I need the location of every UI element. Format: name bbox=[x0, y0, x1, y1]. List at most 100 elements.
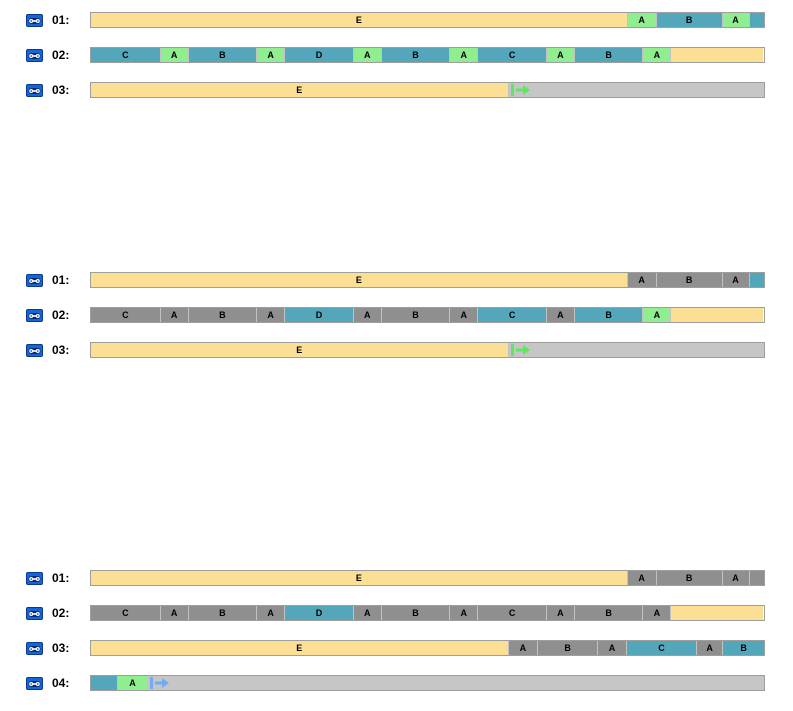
segment-letter: B bbox=[685, 572, 693, 583]
segment-letter: A bbox=[129, 677, 136, 688]
tape-segment-a: A bbox=[642, 48, 671, 62]
tape-cassette-icon bbox=[26, 676, 43, 690]
tape-segment-e: E bbox=[91, 83, 508, 97]
write-position-marker-green bbox=[510, 84, 530, 96]
tape-segment-a: A bbox=[545, 606, 574, 620]
tape-row: 02: C A B A D A B A C A B A bbox=[0, 45, 793, 65]
rotation-state-3: 01: E A B A 02: C A B A D A B A C A B A 03: E A B A C A B 04: A bbox=[0, 568, 793, 708]
segment-letter: C bbox=[658, 642, 665, 653]
segment-letter: A bbox=[653, 49, 661, 60]
tape-segment bbox=[670, 308, 763, 322]
tape-segment-c: C bbox=[477, 308, 546, 322]
tape-segment bbox=[670, 48, 763, 62]
tape-segment-a: A bbox=[159, 606, 188, 620]
tape-segment-free-space bbox=[507, 343, 764, 357]
segment-letter: B bbox=[412, 49, 419, 60]
segment-letter: E bbox=[296, 642, 303, 653]
segment-letter: C bbox=[508, 49, 516, 60]
tape-bar: E bbox=[90, 342, 765, 358]
tape-segment-c: C bbox=[91, 606, 160, 620]
segment-letter: A bbox=[638, 572, 645, 583]
tape-segment-e: E bbox=[91, 343, 508, 357]
rotation-state-2: 01: E A B A 02: C A B A D A B A C A B A 03: E bbox=[0, 270, 793, 375]
tape-segment-a: A bbox=[545, 308, 574, 322]
tape-row: 01: E A B A bbox=[0, 270, 793, 290]
segment-letter: A bbox=[363, 309, 371, 320]
tape-segment-a: A bbox=[507, 641, 538, 655]
tape-segment-a: A bbox=[597, 641, 627, 655]
tape-segment-a: A bbox=[449, 606, 478, 620]
segment-letter: A bbox=[653, 309, 661, 320]
segment-letter: B bbox=[740, 642, 747, 653]
segment-letter: A bbox=[706, 642, 713, 653]
tape-segment-a: A bbox=[256, 48, 285, 62]
segment-letter: E bbox=[355, 274, 362, 285]
segment-letter: C bbox=[122, 607, 129, 618]
segment-letter: A bbox=[653, 607, 661, 618]
segment-letter: C bbox=[122, 309, 129, 320]
tape-segment-a: A bbox=[352, 606, 381, 620]
tape-segment-e: E bbox=[91, 273, 627, 287]
tape-segment-e: E bbox=[91, 641, 508, 655]
segment-letter: B bbox=[219, 309, 226, 320]
tape-segment-b: B bbox=[187, 308, 257, 322]
segment-letter: B bbox=[564, 642, 571, 653]
tape-segment-b: B bbox=[655, 13, 722, 27]
segment-letter: E bbox=[296, 84, 303, 95]
tape-segment-a: A bbox=[642, 308, 671, 322]
segment-letter: B bbox=[412, 309, 419, 320]
segment-letter: C bbox=[508, 309, 516, 320]
tape-segment-b: B bbox=[573, 308, 643, 322]
tape-segment-b: B bbox=[380, 48, 450, 62]
tape-bar: A bbox=[90, 675, 765, 691]
tape-row: 01: E A B A bbox=[0, 10, 793, 30]
tape-segment-d: D bbox=[284, 48, 353, 62]
tape-segment-c: C bbox=[626, 641, 696, 655]
tape-segment-a: A bbox=[449, 308, 478, 322]
tape-segment bbox=[748, 273, 764, 287]
segment-letter: A bbox=[170, 309, 178, 320]
tape-row: 04: A bbox=[0, 673, 793, 693]
tape-segment-a: A bbox=[256, 606, 285, 620]
tape-label: 01: bbox=[52, 13, 70, 27]
tape-segment-b: B bbox=[380, 606, 450, 620]
segment-letter: D bbox=[315, 607, 323, 618]
tape-segment-a: A bbox=[545, 48, 574, 62]
tape-segment-a: A bbox=[696, 641, 723, 655]
tape-segment-d: D bbox=[284, 308, 353, 322]
segment-letter: B bbox=[685, 274, 693, 285]
tape-segment bbox=[748, 13, 764, 27]
tape-segment-a: A bbox=[721, 13, 749, 27]
tape-segment-e: E bbox=[91, 13, 627, 27]
tape-label: 03: bbox=[52, 83, 70, 97]
tape-row: 02: C A B A D A B A C A B A bbox=[0, 305, 793, 325]
tape-label: 01: bbox=[52, 571, 70, 585]
segment-letter: D bbox=[315, 49, 323, 60]
tape-segment-a: A bbox=[159, 48, 188, 62]
tape-cassette-icon bbox=[26, 83, 43, 97]
tape-segment-free-space bbox=[507, 83, 764, 97]
tape-cassette-icon bbox=[26, 571, 43, 585]
tape-cassette-icon bbox=[26, 273, 43, 287]
tape-segment-e: E bbox=[91, 571, 627, 585]
tape-segment bbox=[91, 676, 118, 690]
segment-letter: A bbox=[557, 309, 564, 320]
segment-letter: A bbox=[732, 14, 739, 25]
segment-letter: A bbox=[638, 274, 645, 285]
segment-letter: B bbox=[219, 607, 226, 618]
segment-letter: A bbox=[363, 607, 371, 618]
write-position-marker-green bbox=[510, 344, 530, 356]
tape-row: 03: E bbox=[0, 80, 793, 100]
tape-cassette-icon bbox=[26, 308, 43, 322]
segment-letter: A bbox=[608, 642, 616, 653]
tape-label: 02: bbox=[52, 48, 70, 62]
segment-letter: A bbox=[267, 49, 274, 60]
tape-segment-b: B bbox=[573, 606, 643, 620]
segment-letter: A bbox=[363, 49, 371, 60]
tape-segment-b: B bbox=[655, 273, 722, 287]
